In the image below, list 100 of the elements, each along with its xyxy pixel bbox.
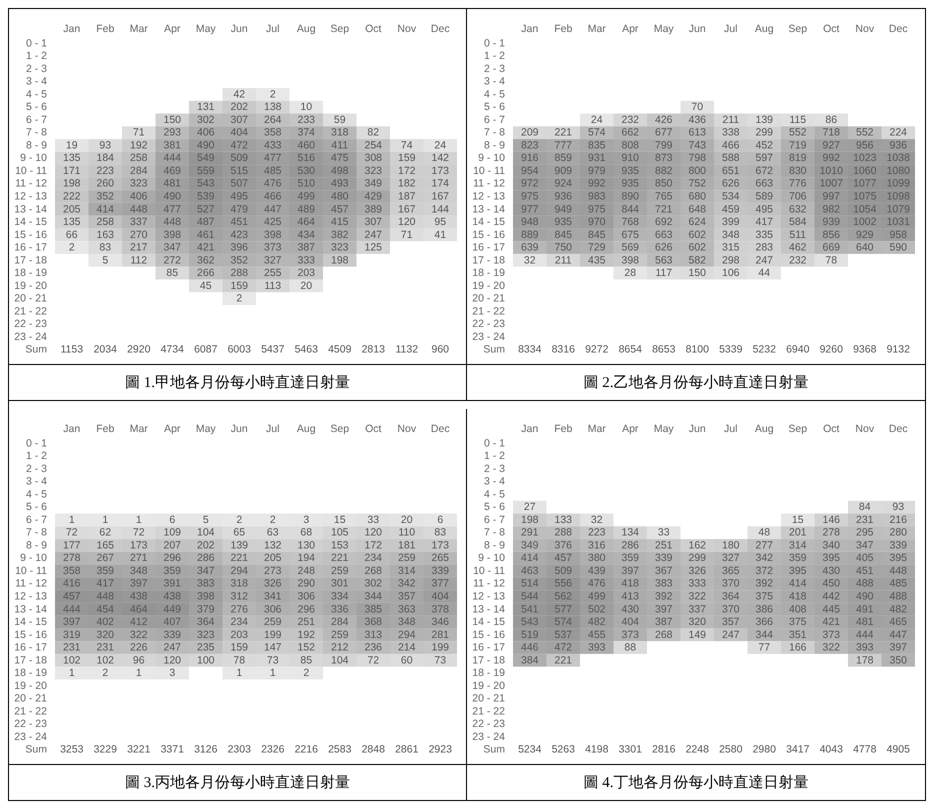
data-label: 72 xyxy=(132,526,145,539)
data-label: 271 xyxy=(130,552,148,564)
y-tick-label: 5 - 6 xyxy=(26,501,48,514)
data-label: 59 xyxy=(334,114,346,126)
data-label: 247 xyxy=(163,642,182,654)
data-label: 367 xyxy=(654,564,673,577)
x-tick-label: Nov xyxy=(397,423,417,435)
text: 5232 xyxy=(752,344,776,356)
data-label: 267 xyxy=(96,552,114,564)
data-label: 982 xyxy=(822,203,840,216)
data-label: 163 xyxy=(96,228,114,241)
data-label: 464 xyxy=(297,216,316,228)
data-label: 476 xyxy=(588,578,606,590)
data-label: 1023 xyxy=(853,152,877,164)
data-label: 406 xyxy=(196,126,215,139)
data-label: 527 xyxy=(196,203,215,216)
data-label: 184 xyxy=(96,152,114,164)
data-label: 375 xyxy=(788,616,807,628)
x-tick-label: Dec xyxy=(888,23,908,35)
data-label: 283 xyxy=(755,242,774,254)
data-label: 850 xyxy=(654,178,673,190)
data-label: 460 xyxy=(297,139,316,152)
data-label: 461 xyxy=(196,228,215,241)
y-tick-label: 0 - 1 xyxy=(484,37,506,50)
y-tick-label: 14 - 15 xyxy=(472,616,506,628)
data-label: 211 xyxy=(554,254,572,266)
y-tick-label: 23 - 24 xyxy=(14,330,48,343)
y-tick-label: 4 - 5 xyxy=(26,488,48,500)
data-label: 421 xyxy=(822,616,840,628)
data-label: 958 xyxy=(889,228,908,241)
data-label: 447 xyxy=(889,628,908,641)
data-label: 339 xyxy=(889,539,908,552)
data-label: 199 xyxy=(264,628,282,641)
data-label: 159 xyxy=(230,280,248,292)
x-tick-label: Sep xyxy=(330,23,350,35)
y-tick-label: 18 - 19 xyxy=(14,267,48,280)
data-label: 211 xyxy=(722,114,740,126)
data-label: 323 xyxy=(196,628,215,641)
data-label: 2 xyxy=(236,292,242,305)
text: 3253 xyxy=(60,744,84,756)
data-label: 314 xyxy=(788,539,807,552)
text: 3221 xyxy=(127,744,150,756)
data-label: 288 xyxy=(554,526,572,539)
data-label: 481 xyxy=(163,178,182,190)
data-label: 138 xyxy=(264,101,282,114)
data-label: 438 xyxy=(130,590,148,602)
data-label: 255 xyxy=(264,267,282,280)
data-label: 347 xyxy=(163,242,182,254)
data-label: 845 xyxy=(588,228,606,241)
x-tick-label: Jun xyxy=(688,423,706,435)
data-label: 181 xyxy=(398,539,416,552)
data-label: 457 xyxy=(62,590,81,602)
data-label: 44 xyxy=(758,267,770,280)
data-label: 259 xyxy=(330,628,349,641)
data-label: 147 xyxy=(264,642,282,654)
data-label: 970 xyxy=(588,216,606,228)
data-label: 264 xyxy=(264,114,282,126)
data-label: 434 xyxy=(297,228,316,241)
data-label: 597 xyxy=(755,152,774,164)
data-label: 389 xyxy=(364,203,382,216)
data-label: 692 xyxy=(654,216,673,228)
data-label: 444 xyxy=(62,603,81,616)
data-label: 5 xyxy=(202,514,209,526)
y-tick-label: 12 - 13 xyxy=(472,190,506,202)
data-label: 457 xyxy=(554,552,572,564)
data-label: 33 xyxy=(367,514,380,526)
data-label: 407 xyxy=(163,616,182,628)
data-label: 386 xyxy=(755,603,774,616)
text: 4509 xyxy=(328,344,352,356)
x-tick-label: May xyxy=(196,23,216,35)
data-label: 511 xyxy=(789,228,806,241)
data-label: 336 xyxy=(330,603,349,616)
data-label: 323 xyxy=(364,164,382,177)
y-tick-label: 14 - 15 xyxy=(472,216,506,228)
data-label: 909 xyxy=(554,164,572,177)
data-label: 466 xyxy=(264,190,282,202)
data-label: 430 xyxy=(822,564,840,577)
x-tick-label: Jan xyxy=(63,23,80,35)
data-label: 516 xyxy=(297,152,316,164)
text: 8334 xyxy=(518,344,542,356)
y-tick-label: 10 - 11 xyxy=(15,164,48,177)
data-label: 323 xyxy=(130,178,148,190)
data-label: 491 xyxy=(856,603,874,616)
data-label: 485 xyxy=(889,578,908,590)
data-label: 223 xyxy=(96,164,114,177)
y-tick-label: 0 - 1 xyxy=(484,437,506,450)
text: 圖 1.甲地各月份每小時直達日射量 xyxy=(9,364,466,400)
data-label: 342 xyxy=(398,578,416,590)
y-tick-label: 13 - 14 xyxy=(472,603,506,616)
y-tick-label: 15 - 16 xyxy=(14,628,48,641)
data-label: 165 xyxy=(96,539,114,552)
data-label: 1079 xyxy=(886,203,910,216)
data-label: 359 xyxy=(163,564,182,577)
data-label: 162 xyxy=(688,539,706,552)
data-label: 373 xyxy=(621,628,640,641)
data-label: 120 xyxy=(364,526,382,539)
data-label: 624 xyxy=(688,216,706,228)
data-label: 203 xyxy=(297,267,316,280)
data-label: 446 xyxy=(520,642,539,654)
data-label: 931 xyxy=(588,152,606,164)
